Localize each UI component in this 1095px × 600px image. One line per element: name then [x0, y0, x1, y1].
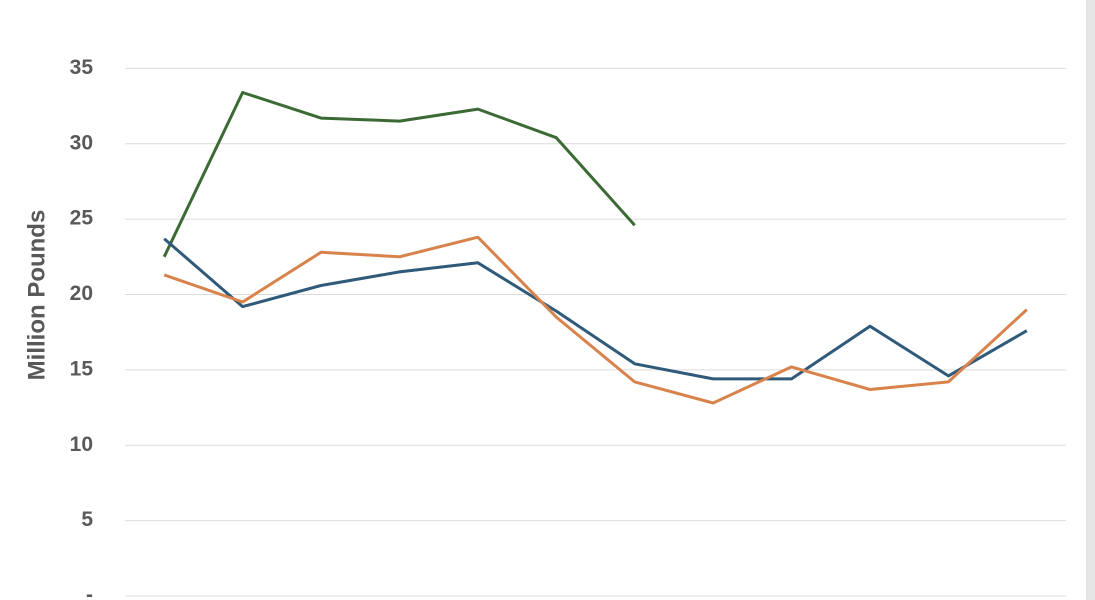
- y-axis-label: Million Pounds: [23, 210, 50, 381]
- y-tick-label: 15: [70, 357, 94, 380]
- data-line: [163, 235, 1028, 405]
- y-tick-label: 35: [70, 56, 94, 79]
- y-tick-label: 20: [70, 282, 93, 305]
- y-tick-label: 25: [70, 207, 94, 230]
- data-line: [162, 91, 636, 258]
- y-tick-label: -: [86, 584, 93, 600]
- y-tick-label: 40: [70, 0, 93, 4]
- y-tick-label: 30: [70, 131, 93, 154]
- y-tick-label: 10: [70, 433, 93, 456]
- right-edge: [1086, 0, 1095, 600]
- y-tick-label: 5: [81, 508, 93, 531]
- data-line: [163, 237, 1028, 381]
